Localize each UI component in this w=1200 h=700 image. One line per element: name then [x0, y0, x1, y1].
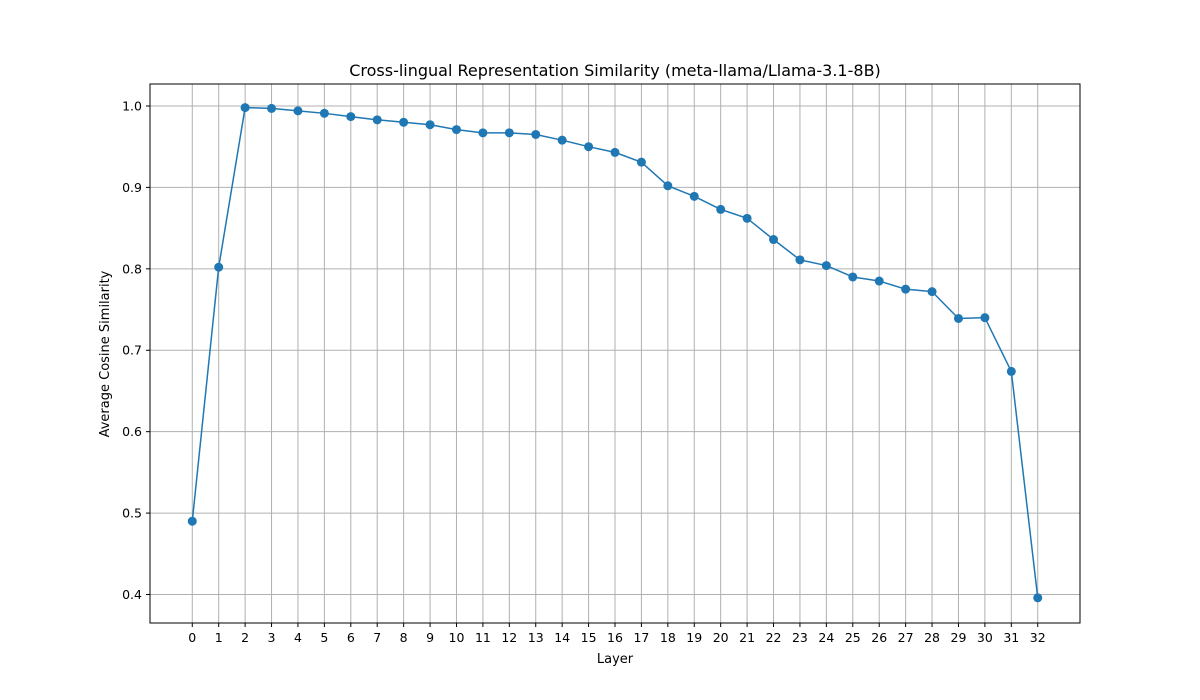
- data-point: [901, 284, 911, 294]
- data-point: [584, 142, 594, 152]
- data-point: [874, 276, 884, 286]
- data-point: [319, 108, 329, 118]
- data-point: [821, 261, 831, 271]
- x-tick-label: 1: [215, 630, 223, 645]
- x-tick-label: 0: [188, 630, 196, 645]
- x-tick-label: 3: [268, 630, 276, 645]
- x-tick-label: 18: [660, 630, 676, 645]
- data-point: [557, 135, 567, 145]
- x-tick-label: 8: [400, 630, 408, 645]
- data-point: [610, 147, 620, 157]
- data-point: [742, 213, 752, 223]
- x-tick-label: 15: [581, 630, 597, 645]
- x-tick-label: 21: [739, 630, 755, 645]
- data-point: [953, 313, 963, 323]
- x-tick-label: 28: [924, 630, 940, 645]
- x-tick-label: 19: [686, 630, 702, 645]
- x-tick-label: 32: [1030, 630, 1046, 645]
- data-point: [372, 115, 382, 125]
- y-tick-label: 0.7: [122, 343, 142, 358]
- data-point: [240, 103, 250, 113]
- data-point: [1033, 593, 1043, 603]
- x-axis-label: Layer: [597, 652, 634, 667]
- data-point: [187, 516, 197, 526]
- x-tick-label: 17: [633, 630, 649, 645]
- data-point: [451, 125, 461, 135]
- x-tick-label: 7: [373, 630, 381, 645]
- y-axis-label: Average Cosine Similarity: [98, 270, 113, 437]
- x-tick-label: 10: [449, 630, 465, 645]
- y-tick-label: 0.5: [122, 506, 142, 521]
- y-tick-label: 1.0: [122, 98, 142, 113]
- y-tick-label: 0.6: [122, 424, 142, 439]
- data-point: [478, 128, 488, 138]
- data-point: [716, 204, 726, 214]
- y-axis-ticks: 0.4 0.5 0.6 0.7 0.8 0.9 1.0: [122, 98, 150, 602]
- x-tick-label: 30: [977, 630, 993, 645]
- x-tick-label: 24: [818, 630, 834, 645]
- x-tick-label: 5: [320, 630, 328, 645]
- data-point: [267, 103, 277, 113]
- x-tick-label: 16: [607, 630, 623, 645]
- data-point: [927, 287, 937, 297]
- series-layer: [187, 103, 1043, 603]
- x-tick-label: 20: [713, 630, 729, 645]
- data-point: [214, 262, 224, 272]
- data-point: [399, 117, 409, 127]
- data-point: [980, 313, 990, 323]
- x-tick-label: 11: [475, 630, 491, 645]
- data-point: [504, 128, 514, 138]
- x-tick-label: 25: [845, 630, 861, 645]
- data-point: [531, 129, 541, 139]
- x-tick-label: 9: [426, 630, 434, 645]
- x-tick-label: 22: [766, 630, 782, 645]
- x-tick-label: 27: [898, 630, 914, 645]
- x-tick-label: 26: [871, 630, 887, 645]
- x-tick-label: 23: [792, 630, 808, 645]
- data-point: [689, 191, 699, 201]
- data-point: [346, 112, 356, 122]
- x-tick-label: 14: [554, 630, 570, 645]
- data-point: [795, 255, 805, 265]
- data-point: [636, 157, 646, 167]
- y-tick-label: 0.8: [122, 261, 142, 276]
- x-tick-label: 13: [528, 630, 544, 645]
- data-point: [769, 235, 779, 245]
- y-tick-label: 0.9: [122, 180, 142, 195]
- grid: [150, 84, 1080, 623]
- data-point: [293, 106, 303, 116]
- x-tick-label: 2: [241, 630, 249, 645]
- data-point: [1006, 366, 1016, 376]
- data-point: [848, 272, 858, 282]
- x-tick-label: 31: [1003, 630, 1019, 645]
- data-point: [425, 120, 435, 130]
- y-tick-label: 0.4: [122, 587, 142, 602]
- chart-title: Cross-lingual Representation Similarity …: [349, 61, 881, 80]
- x-tick-label: 12: [501, 630, 517, 645]
- data-point: [663, 181, 673, 191]
- x-tick-label: 29: [951, 630, 967, 645]
- x-tick-label: 6: [347, 630, 355, 645]
- x-tick-label: 4: [294, 630, 302, 645]
- x-axis-ticks: 0 1 2 3 4 5 6 7 8 9 10 11 12 13 14 15 16 17 18 19 20 21 22 23 24…: [188, 623, 1046, 645]
